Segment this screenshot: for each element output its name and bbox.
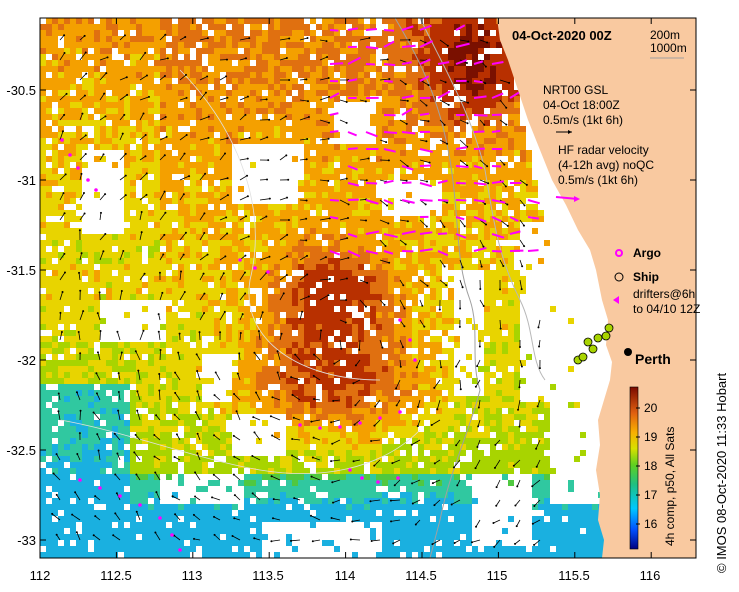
colorbar	[629, 386, 639, 550]
ship-legend-label: Ship	[633, 270, 659, 284]
lat-tick: -33	[17, 533, 36, 548]
lon-tick: 112	[29, 568, 51, 583]
current-vectors	[51, 33, 541, 548]
ship-markers	[573, 323, 614, 365]
drifter-legend-marker	[613, 296, 619, 304]
drifter-legend-label: drifters@6h	[633, 287, 696, 301]
drifter-tracks	[60, 138, 417, 552]
model-scale: 0.5m/s (1kt 6h)	[543, 113, 624, 127]
argo-legend-marker	[615, 249, 623, 257]
model-time: 04-Oct 18:00Z	[543, 98, 620, 112]
lon-tick-marks	[39, 18, 652, 558]
colorbar-tick-label: 19	[644, 430, 658, 444]
colorbar-tick-label: 18	[644, 459, 658, 473]
contour-label-200m: 200m	[650, 28, 681, 42]
lat-tick: -30.5	[6, 83, 36, 98]
lon-tick: 113.5	[252, 568, 284, 583]
lon-tick: 114.5	[405, 568, 437, 583]
lon-tick: 115	[486, 568, 508, 583]
map-date-title: 04-Oct-2020 00Z	[512, 28, 612, 43]
perth-marker	[624, 348, 632, 356]
hf-radar-vectors	[329, 24, 540, 258]
radar-title: HF radar velocity	[558, 143, 649, 157]
colorbar-tick-label: 17	[644, 488, 658, 502]
lat-tick: -32.5	[6, 443, 36, 458]
lat-tick: -31	[17, 173, 36, 188]
colorbar-tick-label: 16	[644, 517, 658, 531]
lon-tick: 114	[334, 568, 356, 583]
land-mass	[497, 18, 696, 558]
radar-scale: 0.5m/s (1kt 6h)	[558, 173, 639, 187]
radar-scale-arrow	[555, 196, 580, 202]
colorbar-ticks	[636, 407, 640, 525]
lon-tick: 112.5	[100, 568, 132, 583]
city-label-perth: Perth	[635, 351, 671, 367]
lon-tick: 113	[181, 568, 203, 583]
plot-border	[39, 17, 697, 559]
ship-legend-marker	[614, 272, 624, 282]
colorbar-tick-label: 20	[644, 401, 658, 415]
model-scale-arrow	[556, 130, 572, 134]
lat-tick: -31.5	[6, 263, 36, 278]
colorbar-label: 4h comp, p50, All Sats	[663, 426, 677, 546]
lon-tick: 115.5	[558, 568, 590, 583]
radar-averaging: (4-12h avg) noQC	[558, 158, 655, 172]
contour-label-1000m: 1000m	[650, 41, 687, 55]
argo-legend-label: Argo	[633, 246, 661, 260]
bathymetry-contours	[59, 18, 546, 558]
model-name: NRT00 GSL	[543, 83, 609, 97]
lat-tick: -32	[17, 353, 36, 368]
credit-line: © IMOS 08-Oct-2020 11:33 Hobart	[714, 372, 729, 573]
drifter-legend-period: to 04/10 12Z	[633, 302, 701, 316]
lat-tick-marks	[40, 89, 696, 541]
lon-tick: 116	[639, 568, 661, 583]
